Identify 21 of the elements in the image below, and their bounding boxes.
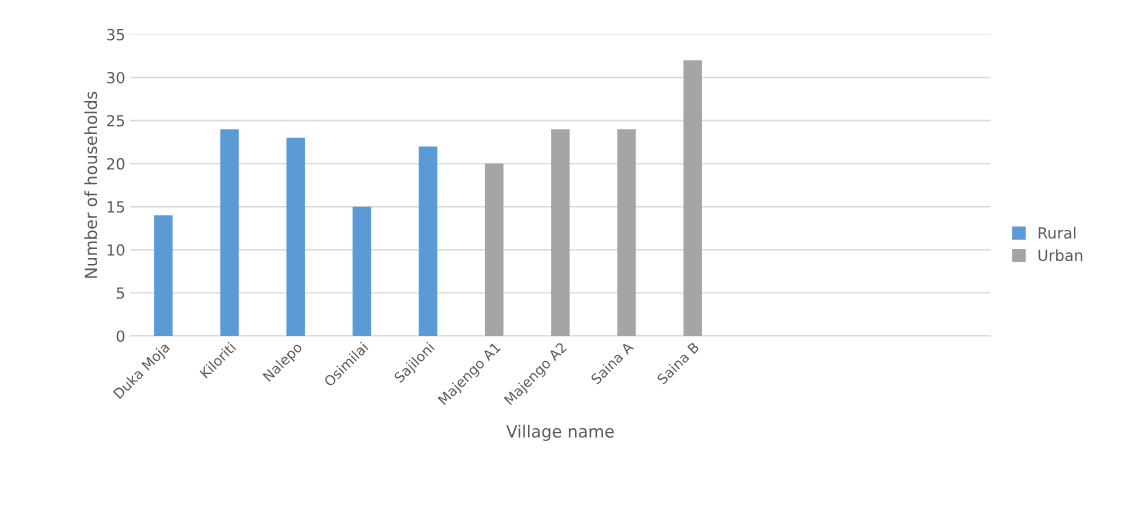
y-axis-title: Number of households [84, 91, 98, 278]
bar [551, 129, 570, 336]
bar [286, 137, 305, 336]
bar [617, 129, 636, 336]
legend-label: Urban [1038, 249, 1083, 262]
bar [352, 206, 372, 336]
bar [484, 163, 504, 336]
y-tick-label: 15 [107, 201, 125, 213]
y-tick-label: 20 [107, 158, 125, 170]
x-axis-title: Village name [506, 424, 614, 441]
y-tick-label: 30 [107, 71, 125, 84]
y-tick-label: 5 [116, 287, 125, 299]
y-tick-label: 25 [107, 115, 125, 127]
y-tick-label: 35 [107, 28, 125, 41]
bar [683, 60, 702, 336]
bar [154, 215, 173, 336]
y-tick-label: 0 [116, 330, 125, 342]
legend-label: Rural [1038, 226, 1076, 239]
y-tick-label: 10 [107, 244, 125, 256]
bar [220, 129, 239, 336]
bar [418, 146, 438, 336]
